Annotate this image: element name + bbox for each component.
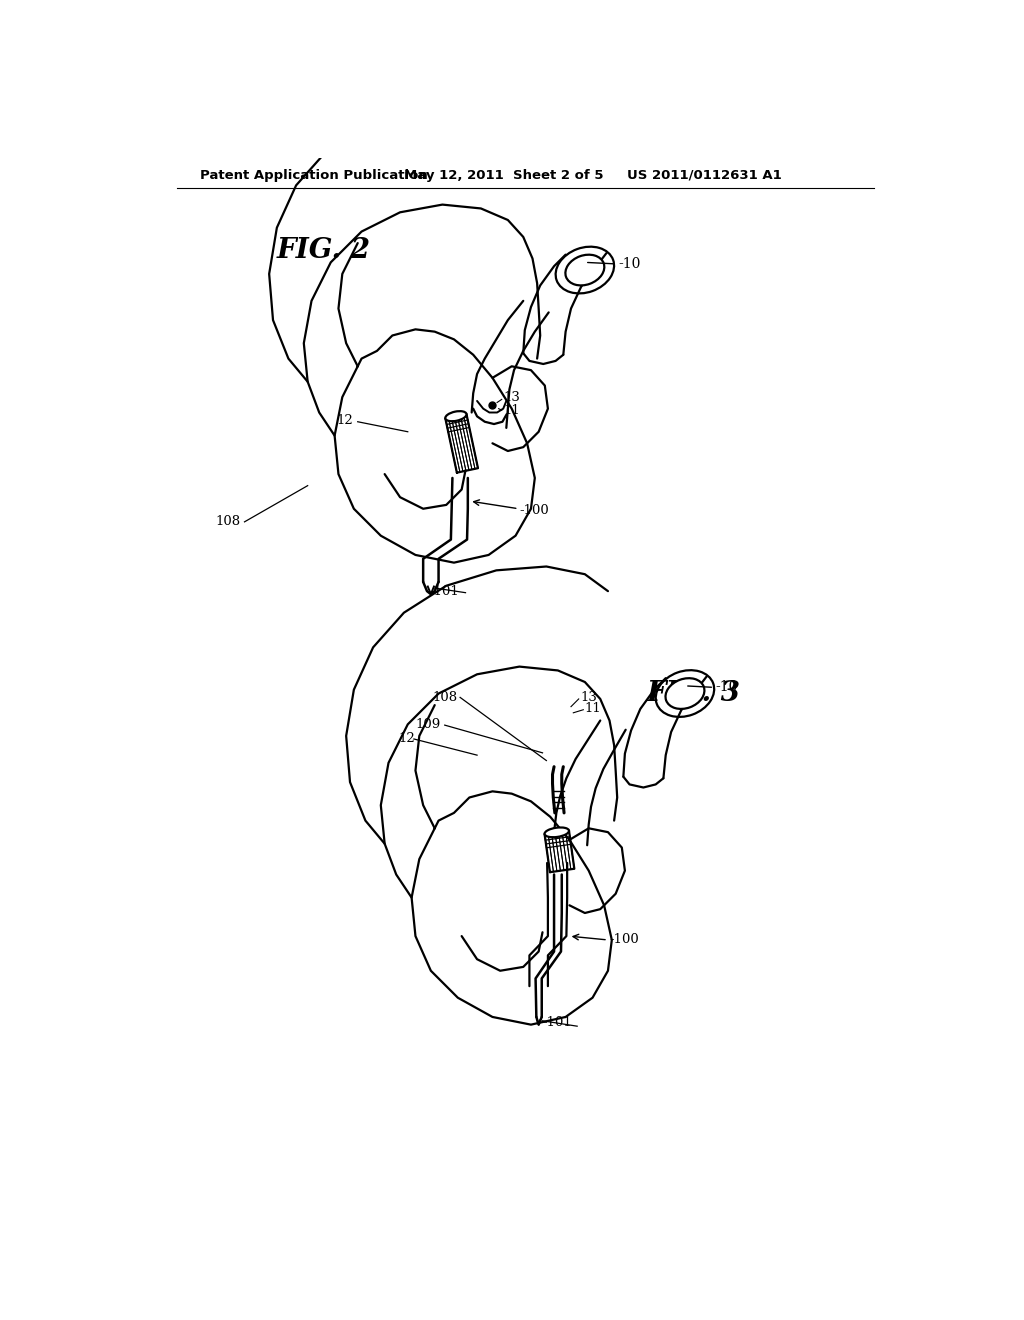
Ellipse shape (545, 828, 569, 837)
Text: 13: 13 (581, 690, 597, 704)
Text: 12: 12 (337, 413, 353, 426)
Text: FIG. 3: FIG. 3 (646, 680, 740, 708)
Text: -101: -101 (429, 585, 459, 598)
Text: -101: -101 (543, 1016, 572, 1028)
Text: 108: 108 (432, 690, 458, 704)
Text: -100: -100 (519, 504, 549, 517)
Text: May 12, 2011  Sheet 2 of 5: May 12, 2011 Sheet 2 of 5 (403, 169, 603, 182)
Ellipse shape (565, 255, 604, 285)
Text: 109: 109 (416, 718, 440, 731)
Text: -10: -10 (716, 680, 738, 694)
Text: FIG. 2: FIG. 2 (276, 238, 371, 264)
Text: 13: 13 (503, 391, 520, 404)
Text: -100: -100 (609, 933, 639, 946)
Text: 108: 108 (215, 515, 241, 528)
Text: 11: 11 (503, 404, 520, 417)
Text: US 2011/0112631 A1: US 2011/0112631 A1 (628, 169, 782, 182)
Text: 11: 11 (585, 702, 602, 715)
Ellipse shape (666, 678, 705, 709)
Text: 12: 12 (398, 731, 416, 744)
Text: -10: -10 (617, 257, 640, 271)
Text: Patent Application Publication: Patent Application Publication (200, 169, 428, 182)
Ellipse shape (445, 411, 467, 421)
